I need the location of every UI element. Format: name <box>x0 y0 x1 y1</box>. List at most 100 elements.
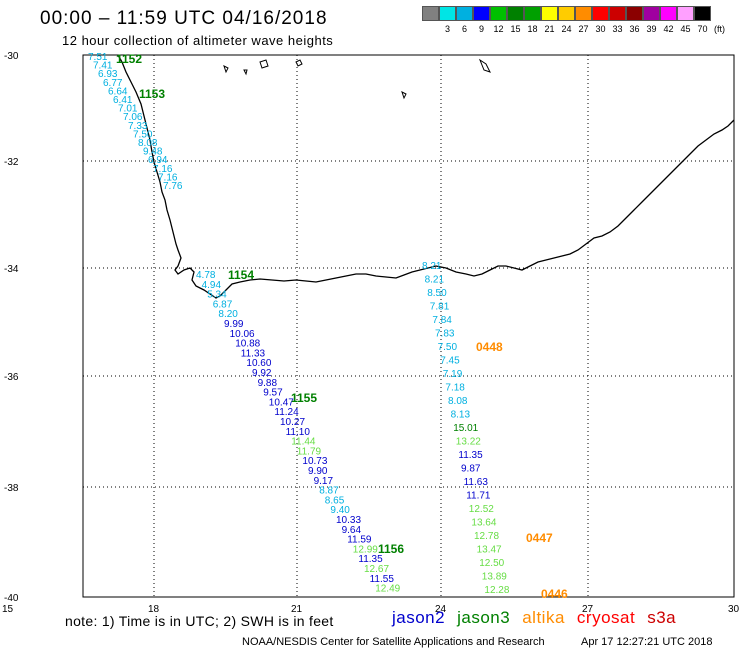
wave-height-value: 8.87 <box>319 486 339 497</box>
scale-swatch <box>541 6 558 21</box>
wave-height-value: 7.16 <box>153 164 173 175</box>
scale-label: 21 <box>544 24 555 34</box>
scale-swatch <box>524 6 541 21</box>
pass-label: 1156 <box>378 542 404 556</box>
wave-height-value: 13.22 <box>456 437 481 448</box>
scale-swatch <box>507 6 524 21</box>
scale-swatch <box>558 6 575 21</box>
wave-height-value: 6.41 <box>113 95 133 106</box>
wave-height-value: 7.83 <box>435 329 455 340</box>
wave-height-value: 12.99 <box>353 544 378 555</box>
wave-height-value: 7.84 <box>432 315 452 326</box>
pass-label: 0448 <box>476 340 503 354</box>
wave-height-value: 7.06 <box>123 112 143 123</box>
wave-height-value: 9.87 <box>461 464 481 475</box>
wave-height-value: 7.01 <box>118 104 138 115</box>
wave-height-value: 12.67 <box>364 564 389 575</box>
wave-height-value: 7.41 <box>93 61 113 72</box>
wave-height-value: 11.59 <box>347 535 372 546</box>
scale-label: 9 <box>478 24 484 34</box>
scale-swatch <box>643 6 660 21</box>
wave-height-value: 4.94 <box>202 280 222 291</box>
scale-swatch <box>456 6 473 21</box>
scale-swatch <box>694 6 711 21</box>
wave-height-value: 6.64 <box>108 86 128 97</box>
wave-height-value: 6.87 <box>213 299 233 310</box>
scale-label: (ft) <box>714 24 725 34</box>
wave-height-value: 9.48 <box>143 147 163 158</box>
legend-jason3: jason3 <box>457 608 511 627</box>
footer-timestamp: Apr 17 12:27:21 UTC 2018 <box>581 636 713 648</box>
scale-swatch <box>439 6 456 21</box>
wave-height-value: 12.50 <box>479 558 504 569</box>
wave-height-value: 10.33 <box>336 515 361 526</box>
wave-height-value: 7.33 <box>128 121 148 132</box>
x-tick-label: 18 <box>148 604 160 615</box>
wave-height-value: 9.17 <box>314 476 334 487</box>
scale-label: 36 <box>629 24 640 34</box>
wave-height-value: 11.35 <box>358 554 383 565</box>
wave-height-value: 8.08 <box>448 396 468 407</box>
y-tick-label: -30 <box>4 51 19 62</box>
pass-label: 0446 <box>541 587 568 601</box>
wave-height-value: 9.57 <box>263 388 283 399</box>
wave-height-value: 5.34 <box>207 290 227 301</box>
wave-height-value: 10.06 <box>230 329 255 340</box>
wave-height-value: 8.20 <box>218 309 238 320</box>
wave-height-value: 6.94 <box>148 155 168 166</box>
wave-height-value: 9.90 <box>308 466 328 477</box>
map-subtitle: 12 hour collection of altimeter wave hei… <box>62 33 334 48</box>
scale-swatch <box>592 6 609 21</box>
wave-height-value: 7.50 <box>438 342 458 353</box>
pass-label: 1155 <box>291 391 317 405</box>
y-tick-label: -36 <box>4 372 19 383</box>
coastline <box>117 54 735 299</box>
pass-label: 0447 <box>526 531 553 545</box>
wave-height-value: 13.64 <box>471 518 496 529</box>
satellite-legend: jason2 jason3 altika cryosat s3a <box>392 608 688 628</box>
wave-height-value: 12.52 <box>469 504 494 515</box>
wave-height-value: 9.64 <box>342 525 362 536</box>
wave-height-value: 12.78 <box>474 531 499 542</box>
wave-height-value: 7.76 <box>163 181 183 192</box>
wave-height-value: 11.10 <box>286 427 311 438</box>
wave-height-value: 11.71 <box>466 491 491 502</box>
wave-height-value: 7.19 <box>443 369 463 380</box>
wave-height-value: 7.45 <box>440 356 460 367</box>
map-frame <box>82 54 735 598</box>
pass-label: 1153 <box>139 87 165 101</box>
legend-altika: altika <box>522 608 565 627</box>
grid-lines <box>83 55 734 597</box>
wave-height-value: 9.40 <box>330 505 350 516</box>
axis-labels: 15 18 21 24 27 30 -30 -32 -34 -36 -38 -40 <box>2 51 740 615</box>
scale-swatch <box>473 6 490 21</box>
x-tick-label: 15 <box>2 604 14 615</box>
map-title: 00:00 – 11:59 UTC 04/16/2018 <box>40 8 328 29</box>
y-tick-label: -38 <box>4 483 19 494</box>
wave-height-value: 7.50 <box>133 129 153 140</box>
wave-height-value: 8.08 <box>138 138 158 149</box>
wave-height-value: 8.21 <box>422 261 442 272</box>
wave-height-value: 7.51 <box>88 52 108 63</box>
wave-height-value: 12.49 <box>375 584 400 595</box>
legend-s3a: s3a <box>647 608 677 627</box>
wave-height-value: 11.35 <box>458 450 483 461</box>
scale-label: 30 <box>595 24 606 34</box>
wave-height-value: 11.33 <box>241 348 266 359</box>
scale-label: 42 <box>663 24 674 34</box>
island-outline <box>223 58 491 100</box>
scale-swatch <box>660 6 677 21</box>
wave-height-value: 11.44 <box>291 437 316 448</box>
legend-jason2: jason2 <box>392 608 446 627</box>
color-scale: 3 6 9 12 15 18 21 24 27 30 33 36 39 42 45 70 (ft) <box>422 6 728 34</box>
scale-label: 70 <box>697 24 708 34</box>
wave-height-value: 8.21 <box>425 275 445 286</box>
wave-height-value: 8.65 <box>325 495 345 506</box>
wave-height-value: 9.88 <box>258 378 278 389</box>
scale-label: 39 <box>646 24 657 34</box>
x-tick-label: 30 <box>728 604 740 615</box>
legend-cryosat: cryosat <box>576 608 636 627</box>
footer-note: note: 1) Time is in UTC; 2) SWH is in fe… <box>65 613 334 629</box>
scale-label: 18 <box>527 24 538 34</box>
